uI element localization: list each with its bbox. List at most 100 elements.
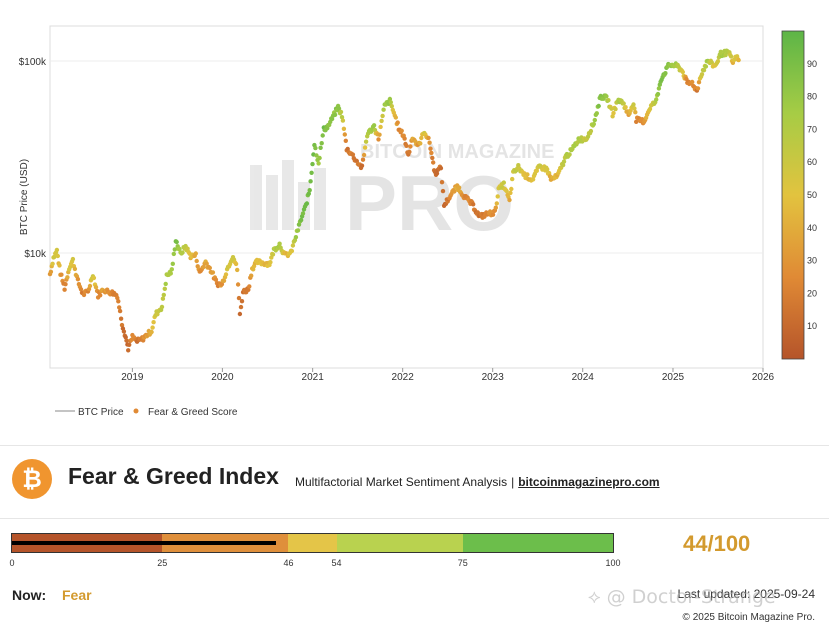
data-point xyxy=(428,146,433,151)
data-point xyxy=(290,243,296,248)
data-point xyxy=(560,162,566,168)
data-point xyxy=(117,305,122,310)
data-point xyxy=(314,153,319,158)
data-point xyxy=(404,143,409,148)
data-point xyxy=(313,145,318,151)
data-point xyxy=(172,247,177,252)
legend-btc-price-label: BTC Price xyxy=(78,407,124,418)
data-point xyxy=(388,100,393,105)
data-point xyxy=(150,325,155,330)
data-point xyxy=(561,159,567,164)
data-point xyxy=(118,316,124,321)
legend-fear-greed-label: Fear & Greed Score xyxy=(148,407,238,418)
data-point xyxy=(127,342,132,347)
data-point xyxy=(171,251,176,257)
data-point xyxy=(381,107,386,112)
data-point xyxy=(530,177,536,182)
site-link[interactable]: bitcoinmagazinepro.com xyxy=(518,475,660,489)
data-point xyxy=(319,141,324,146)
x-tick-label: 2021 xyxy=(302,372,325,383)
data-point xyxy=(233,261,239,267)
data-point xyxy=(378,124,383,130)
data-point xyxy=(591,121,596,127)
data-point xyxy=(363,139,369,144)
data-point xyxy=(655,91,661,97)
data-point xyxy=(52,254,57,260)
data-point xyxy=(429,150,434,156)
data-point xyxy=(123,335,128,340)
data-point xyxy=(277,241,282,246)
colorbar xyxy=(781,30,805,360)
subtitle-separator: | xyxy=(511,475,515,489)
data-point xyxy=(456,185,462,190)
data-point xyxy=(126,348,131,353)
sentiment-gauge xyxy=(11,533,614,553)
data-point xyxy=(238,304,244,310)
data-point xyxy=(736,57,741,63)
index-subtitle: Multifactorial Market Sentiment Analysis xyxy=(295,475,508,489)
data-point xyxy=(703,64,709,69)
data-point xyxy=(124,338,129,343)
data-point xyxy=(194,258,199,264)
data-point xyxy=(632,106,637,111)
data-point xyxy=(371,123,377,128)
data-point xyxy=(408,144,413,149)
data-point xyxy=(304,201,310,206)
data-point xyxy=(654,97,659,102)
x-tick-label: 2026 xyxy=(752,372,775,383)
legend: BTC Price Fear & Greed Score xyxy=(55,407,238,418)
data-point xyxy=(585,134,591,139)
data-point xyxy=(72,266,78,272)
index-title: Fear & Greed Index xyxy=(68,463,279,489)
section-divider-2 xyxy=(0,518,829,519)
data-point xyxy=(434,171,440,176)
data-point xyxy=(611,110,616,116)
data-point xyxy=(151,320,156,325)
plot-area xyxy=(49,25,764,369)
data-point xyxy=(715,59,721,64)
data-point xyxy=(193,251,198,256)
data-point xyxy=(185,246,190,251)
data-point xyxy=(309,170,314,175)
data-point xyxy=(594,111,599,116)
data-point xyxy=(295,228,301,233)
gauge-tick-label: 100 xyxy=(605,558,621,568)
data-point xyxy=(210,270,216,275)
data-point xyxy=(239,299,245,304)
data-point xyxy=(81,292,87,298)
data-point xyxy=(201,264,206,270)
data-point xyxy=(516,163,521,168)
legend-fear-greed-swatch xyxy=(133,408,139,414)
data-point xyxy=(362,145,368,150)
data-point xyxy=(534,168,539,173)
data-point xyxy=(235,267,240,273)
data-point xyxy=(680,69,685,75)
data-point xyxy=(57,263,62,268)
gauge-value-bar xyxy=(12,541,277,545)
data-point xyxy=(219,282,225,287)
data-point xyxy=(439,180,445,185)
colorbar-tick-label: 50 xyxy=(807,190,817,200)
data-point xyxy=(604,94,609,99)
gauge-tick-label: 54 xyxy=(331,558,342,568)
data-point xyxy=(249,273,254,278)
gauge-band xyxy=(288,534,337,552)
data-point xyxy=(634,119,639,125)
data-point xyxy=(438,166,444,171)
x-tick-label: 2022 xyxy=(392,372,415,383)
x-tick-label: 2025 xyxy=(662,372,685,383)
colorbar-tick-label: 10 xyxy=(807,321,817,331)
watermark-pro-text: PRO xyxy=(345,159,514,247)
gauge-tick-label: 46 xyxy=(283,558,294,568)
data-point xyxy=(75,277,81,282)
data-point xyxy=(723,52,728,58)
colorbar-ticks: 10 20 30 40 50 60 70 80 90 xyxy=(807,59,817,331)
data-point xyxy=(701,68,707,73)
gauge-band xyxy=(336,534,463,552)
data-point xyxy=(310,161,315,167)
data-point xyxy=(342,132,347,137)
data-point xyxy=(343,138,348,143)
data-point xyxy=(407,149,412,155)
copyright: © 2025 Bitcoin Magazine Pro. xyxy=(682,612,815,623)
data-point xyxy=(339,115,345,120)
